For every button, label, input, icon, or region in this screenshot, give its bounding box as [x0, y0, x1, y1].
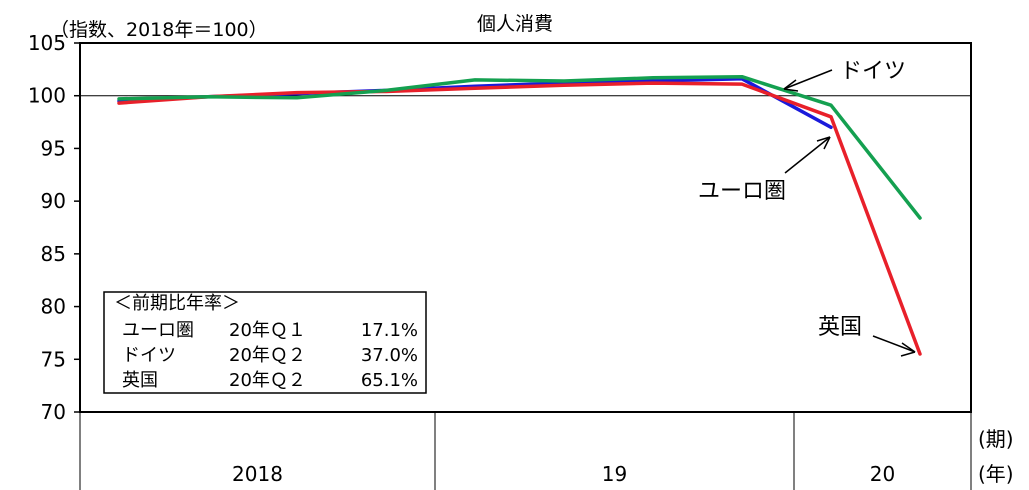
inset-row-value: 37.0%	[361, 345, 418, 366]
inset-row-name: ユーロ圏	[122, 320, 194, 341]
inset-table-row: ユーロ圏 20年Ｑ１ 17.1%	[122, 320, 418, 341]
x-year-label: 19	[602, 462, 627, 486]
inset-row-value: 65.1%	[361, 370, 418, 391]
annotation-euro-arrow	[784, 136, 831, 174]
plot-area	[79, 42, 972, 413]
inset-row-period: 20年Ｑ２	[229, 370, 306, 391]
annotation-euro: ユーロ圏	[698, 136, 831, 204]
annotation-euro-label: ユーロ圏	[698, 179, 786, 204]
annotation-germany: ドイツ	[783, 59, 906, 92]
y-axis-label: （指数、2018年＝100）	[50, 19, 268, 41]
inset-row-period: 20年Ｑ１	[229, 320, 306, 341]
series-line	[117, 81, 922, 356]
inset-table: ＜前期比年率＞ ユーロ圏 20年Ｑ１ 17.1% ドイツ 20年Ｑ２ 37.0%…	[103, 291, 427, 394]
annotation-germany-label: ドイツ	[840, 59, 906, 84]
x-axis: 2018 19 20	[79, 412, 972, 490]
y-tick-label: 70	[41, 400, 66, 424]
annotation-germany-arrow	[783, 69, 833, 90]
x-year-label: 20	[870, 462, 895, 486]
x-unit-year: (年)	[978, 462, 1014, 486]
inset-row-value: 17.1%	[361, 320, 418, 341]
y-tick-label: 100	[28, 84, 66, 108]
y-tick-label: 85	[41, 242, 66, 266]
y-tick-label: 80	[41, 295, 66, 319]
arrowhead-icon	[900, 342, 916, 357]
inset-table-title: ＜前期比年率＞	[114, 293, 240, 314]
inset-row-name: ドイツ	[122, 345, 176, 366]
arrowhead-icon	[816, 136, 831, 150]
x-unit-period: (期)	[978, 427, 1014, 451]
y-tick-label: 105	[28, 31, 66, 55]
annotation-uk: 英国	[818, 315, 916, 357]
y-tick-label: 95	[41, 136, 66, 160]
series-line	[117, 74, 922, 220]
annotation-uk-label: 英国	[818, 315, 862, 340]
y-tick-label: 75	[41, 347, 66, 371]
inset-table-row: 英国 20年Ｑ２ 65.1%	[122, 370, 418, 391]
inset-table-row: ドイツ 20年Ｑ２ 37.0%	[122, 345, 418, 366]
inset-row-period: 20年Ｑ２	[229, 345, 306, 366]
arrowhead-icon	[783, 79, 799, 92]
inset-row-name: 英国	[122, 370, 158, 391]
x-year-label: 2018	[232, 462, 283, 486]
inset-table-box	[103, 291, 427, 394]
y-tick-label: 90	[41, 189, 66, 213]
annotation-uk-arrow	[872, 335, 916, 353]
chart-title: 個人消費	[477, 13, 553, 35]
series-line	[117, 77, 833, 130]
series-lines	[117, 74, 922, 356]
